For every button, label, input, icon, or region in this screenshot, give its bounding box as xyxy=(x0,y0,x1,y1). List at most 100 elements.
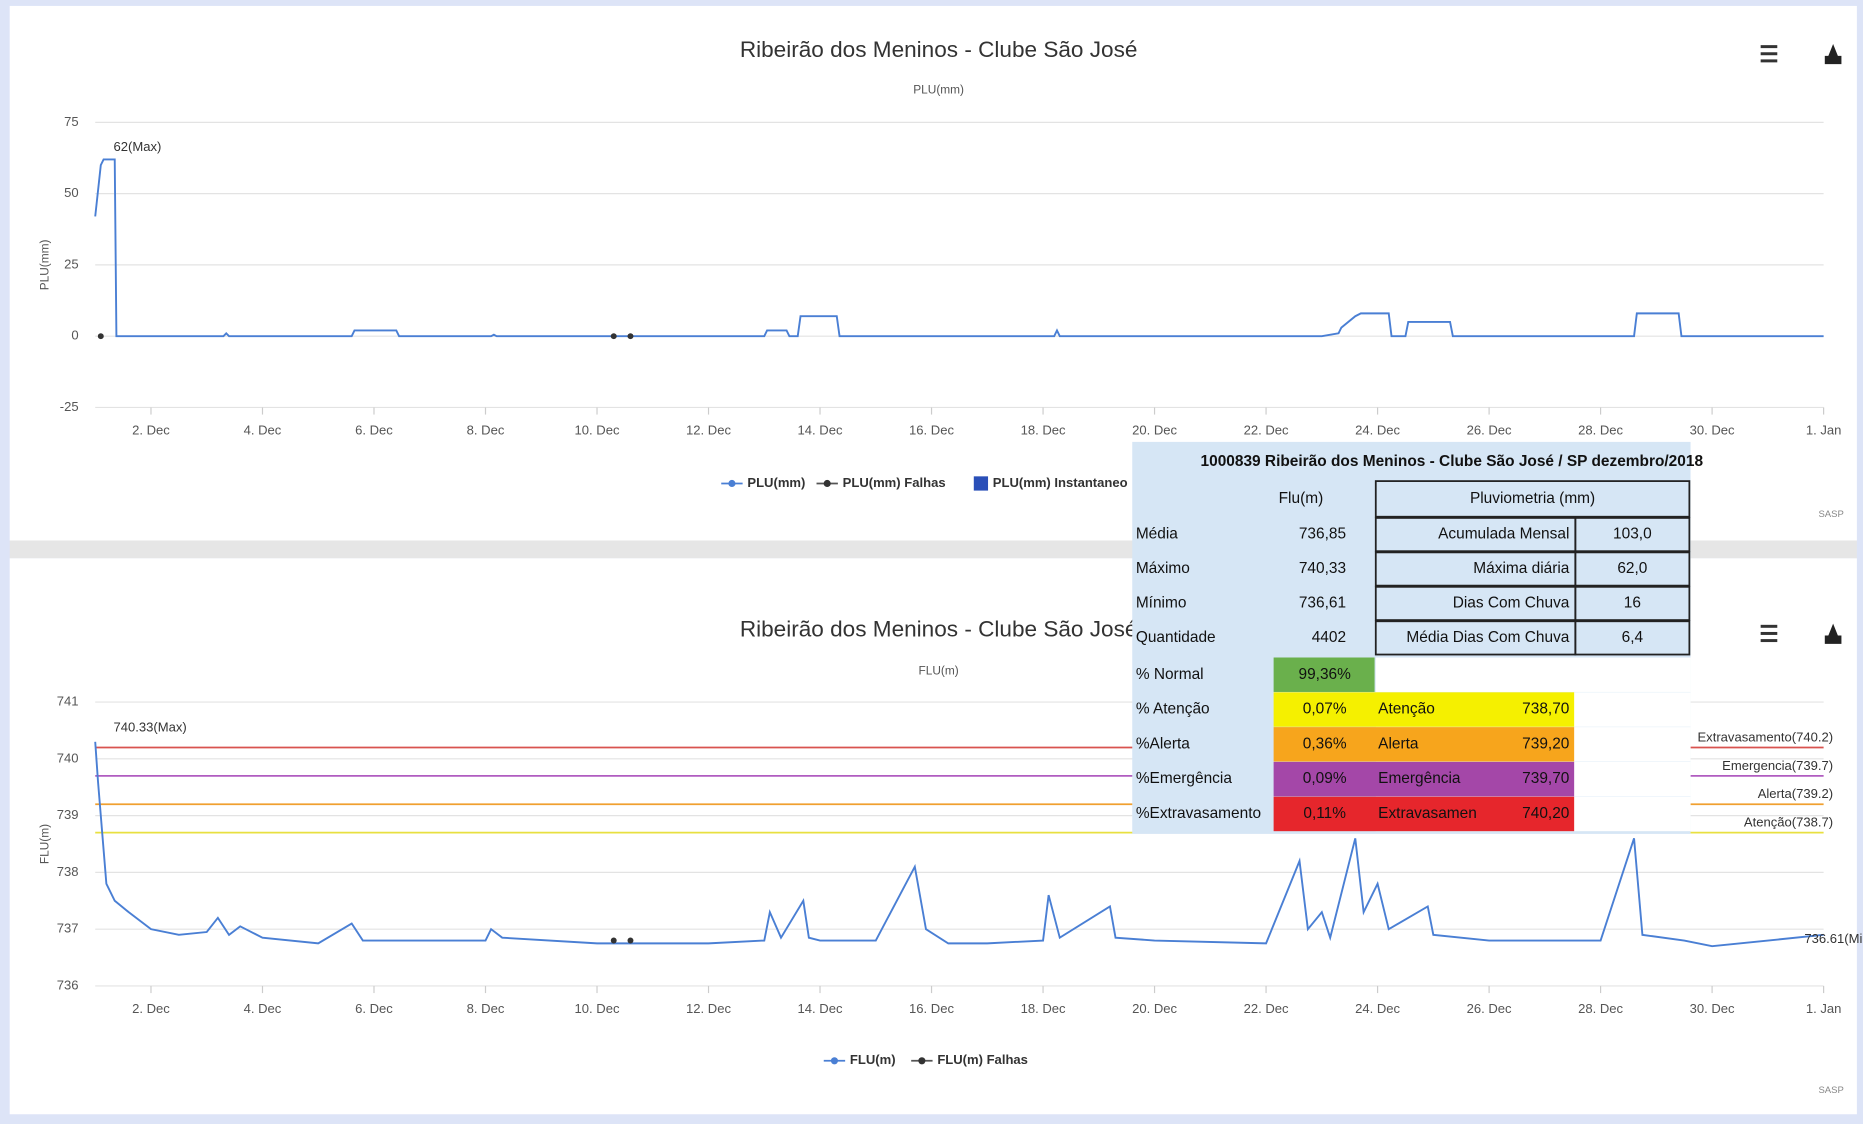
y-tick-label: 737 xyxy=(57,921,79,936)
stat-label: Acumulada Mensal xyxy=(1438,526,1569,543)
stat-value: 103,0 xyxy=(1613,526,1652,543)
x-tick-label: 22. Dec xyxy=(1244,423,1289,438)
y-tick-label: -25 xyxy=(60,399,79,414)
table-header: Flu(m) xyxy=(1279,490,1324,507)
legend-symbol xyxy=(728,479,736,488)
download-icon[interactable] xyxy=(1824,43,1842,65)
legend-item[interactable]: FLU(m) Falhas xyxy=(911,1052,1028,1067)
level-percent: 0,11% xyxy=(1303,805,1346,822)
x-tick-label: 6. Dec xyxy=(355,1001,393,1016)
data-line xyxy=(94,158,1824,338)
download-icon[interactable] xyxy=(1824,623,1842,644)
x-tick-label: 2. Dec xyxy=(132,1001,170,1016)
x-tick-label: 28. Dec xyxy=(1578,1001,1623,1016)
level-label: %Alerta xyxy=(1136,735,1190,752)
failure-marker xyxy=(610,333,617,340)
legend-symbol xyxy=(830,1057,839,1065)
x-tick-label: 6. Dec xyxy=(355,423,393,438)
stat-label: Mínimo xyxy=(1136,595,1187,612)
level-cell xyxy=(1273,761,1575,797)
level-label: %Emergência xyxy=(1136,770,1233,787)
y-tick-label: 736 xyxy=(57,977,79,992)
level-name: Alerta xyxy=(1378,735,1419,752)
x-tick-label: 2. Dec xyxy=(132,423,170,438)
failure-marker xyxy=(627,333,634,340)
stat-value: 6,4 xyxy=(1622,629,1644,646)
annotation: 740.33(Max) xyxy=(113,720,186,735)
stat-value: 736,85 xyxy=(1299,526,1346,543)
table-title: 1000839 Ribeirão dos Meninos - Clube São… xyxy=(1201,453,1704,470)
chart-title: Ribeirão dos Meninos - Clube São José xyxy=(740,617,1138,642)
stat-value: 16 xyxy=(1624,595,1641,612)
chart-title: Ribeirão dos Meninos - Clube São José xyxy=(740,37,1138,62)
menu-icon[interactable] xyxy=(1760,45,1778,63)
credits: SASP xyxy=(1818,509,1843,520)
stat-label: Dias Com Chuva xyxy=(1453,595,1570,612)
y-axis-label: PLU(mm) xyxy=(37,239,51,290)
x-tick-label: 26. Dec xyxy=(1467,1001,1512,1016)
legend-item[interactable]: FLU(m) xyxy=(823,1052,896,1067)
x-tick-label: 24. Dec xyxy=(1355,1001,1400,1016)
stat-value: 4402 xyxy=(1312,629,1346,646)
stat-label: Média Dias Com Chuva xyxy=(1406,629,1569,646)
menu-icon[interactable] xyxy=(1760,624,1778,643)
level-label: %Extravasamento xyxy=(1136,805,1261,822)
stat-value: 740,33 xyxy=(1299,560,1346,577)
threshold-label: Extravasamento(740.2) xyxy=(1697,729,1833,744)
x-tick-label: 8. Dec xyxy=(467,423,505,438)
stat-cell xyxy=(1574,517,1691,553)
x-tick-label: 8. Dec xyxy=(467,1001,505,1016)
legend-label: PLU(mm) xyxy=(747,475,805,490)
stat-label: Quantidade xyxy=(1136,629,1216,646)
x-tick-label: 24. Dec xyxy=(1355,423,1400,438)
legend-item[interactable]: PLU(mm) xyxy=(721,475,805,490)
legend-label: FLU(m) xyxy=(850,1052,896,1067)
level-percent: 0,36% xyxy=(1303,735,1347,752)
x-tick-label: 20. Dec xyxy=(1132,423,1177,438)
legend-item[interactable]: PLU(mm) Instantaneo xyxy=(973,475,1128,491)
stat-label: Máximo xyxy=(1136,560,1190,577)
level-label: % Normal xyxy=(1136,666,1204,683)
legend-label: PLU(mm) Instantaneo xyxy=(993,475,1128,490)
x-tick-label: 14. Dec xyxy=(798,1001,843,1016)
x-tick-label: 16. Dec xyxy=(909,423,954,438)
x-tick-label: 12. Dec xyxy=(686,423,731,438)
y-tick-label: 740 xyxy=(57,750,79,765)
x-tick-label: 26. Dec xyxy=(1467,423,1512,438)
y-tick-label: 0 xyxy=(71,328,78,343)
legend-item[interactable]: PLU(mm) Falhas xyxy=(816,475,946,490)
stat-value: 736,61 xyxy=(1299,595,1346,612)
y-tick-label: 25 xyxy=(64,256,79,271)
y-tick-label: 738 xyxy=(57,864,79,879)
y-tick-label: 75 xyxy=(64,114,79,129)
annotation: 736.61(Min) xyxy=(1804,931,1863,946)
y-tick-label: 739 xyxy=(57,807,79,822)
threshold-label: Emergencia(739.7) xyxy=(1722,758,1833,773)
x-tick-label: 18. Dec xyxy=(1021,423,1066,438)
threshold-label: Atenção(738.7) xyxy=(1744,815,1833,830)
failure-marker xyxy=(610,937,617,944)
level-name: Extravasamen xyxy=(1378,805,1477,822)
x-tick-label: 14. Dec xyxy=(798,423,843,438)
legend-symbol xyxy=(823,479,831,488)
failure-marker xyxy=(627,937,634,944)
stat-label: Máxima diária xyxy=(1473,560,1569,577)
x-tick-label: 4. Dec xyxy=(244,423,282,438)
level-percent: 99,36% xyxy=(1299,666,1352,683)
y-tick-label: 50 xyxy=(64,185,79,200)
x-tick-label: 20. Dec xyxy=(1132,1001,1177,1016)
stat-cell xyxy=(1574,585,1691,621)
data-line xyxy=(94,741,1824,948)
chart-subtitle: FLU(m) xyxy=(919,663,959,677)
table-header: Pluviometria (mm) xyxy=(1470,490,1595,507)
level-label: % Atenção xyxy=(1136,701,1210,718)
legend-label: FLU(m) Falhas xyxy=(937,1052,1028,1067)
level-cell xyxy=(1273,727,1575,762)
header-cell xyxy=(1374,480,1691,518)
x-tick-label: 10. Dec xyxy=(575,423,620,438)
x-tick-label: 16. Dec xyxy=(909,1001,954,1016)
blank-cell xyxy=(1375,657,1691,692)
x-tick-label: 30. Dec xyxy=(1690,1001,1735,1016)
